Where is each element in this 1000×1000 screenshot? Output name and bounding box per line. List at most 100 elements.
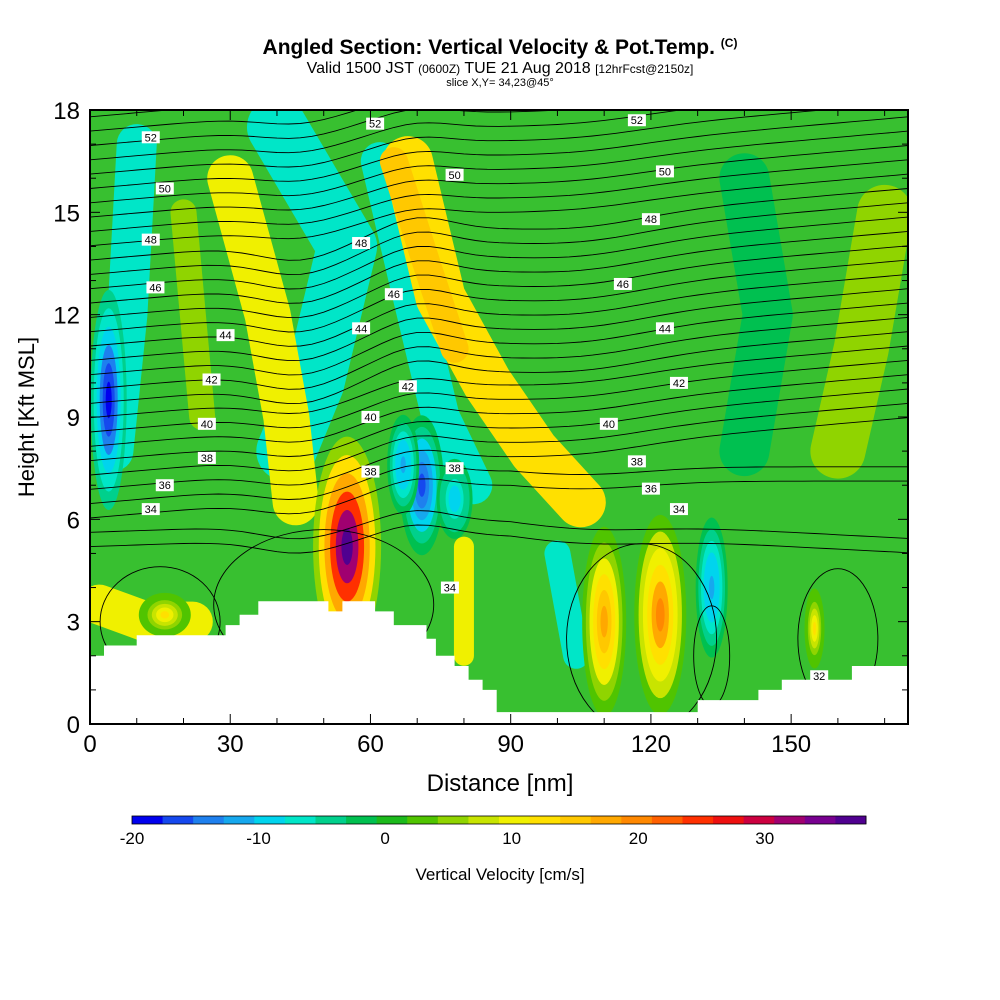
colorbar-swatch: [193, 816, 224, 824]
isentrope-label: 46: [385, 288, 403, 301]
downdraft-core-contour: [401, 456, 406, 473]
isentrope-label: 52: [366, 118, 384, 131]
svg-text:42: 42: [673, 378, 685, 390]
updraft-core-contour: [160, 611, 169, 618]
x-tick-label: 30: [217, 731, 244, 758]
y-tick-label: 15: [53, 200, 80, 227]
colorbar-label: Vertical Velocity [cm/s]: [415, 865, 584, 884]
isentrope-label: 40: [361, 411, 379, 424]
isentrope-label: 40: [600, 418, 618, 431]
svg-text:36: 36: [159, 480, 171, 492]
svg-text:44: 44: [659, 323, 671, 335]
colorbar-swatch: [285, 816, 316, 824]
colorbar-swatch: [377, 816, 408, 824]
svg-text:44: 44: [355, 323, 367, 335]
colorbar-tick-label: 10: [502, 829, 521, 848]
svg-text:46: 46: [149, 282, 161, 294]
updraft-core-contour: [601, 606, 608, 638]
isentrope-label: 40: [198, 418, 216, 431]
isentrope-label: 46: [614, 278, 632, 291]
colorbar-tick-label: -10: [246, 829, 271, 848]
isentrope-label: 34: [670, 503, 688, 516]
colorbar-swatch: [224, 816, 255, 824]
colorbar-swatch: [316, 816, 347, 824]
x-tick-label: 120: [631, 731, 671, 758]
svg-text:34: 34: [145, 504, 157, 516]
svg-text:32: 32: [813, 671, 825, 683]
svg-text:40: 40: [364, 412, 376, 424]
isentrope-label: 42: [670, 377, 688, 390]
isentrope-label: 42: [399, 380, 417, 393]
x-tick-label: 90: [497, 731, 524, 758]
colorbar-swatch: [805, 816, 836, 824]
x-axis-label: Distance [nm]: [427, 770, 574, 797]
svg-text:52: 52: [631, 115, 643, 127]
downdraft-core-contour: [418, 474, 425, 497]
isentrope-label: 48: [642, 213, 660, 226]
y-tick-label: 9: [67, 405, 80, 432]
isentrope-label: 36: [642, 483, 660, 496]
isentrope-label: 52: [628, 114, 646, 127]
isentrope-label: 32: [810, 670, 828, 683]
updraft-core-contour: [656, 598, 665, 631]
colorbar-swatch: [835, 816, 866, 824]
svg-text:38: 38: [201, 453, 213, 465]
svg-text:38: 38: [364, 467, 376, 479]
svg-text:42: 42: [402, 381, 414, 393]
colorbar: -20 -10 0 10 20 30: [120, 816, 867, 848]
colorbar-swatch: [621, 816, 652, 824]
colorbar-swatch: [530, 816, 561, 824]
colorbar-swatch: [744, 816, 775, 824]
colorbar-swatch: [774, 816, 805, 824]
isentrope-label: 50: [156, 182, 174, 195]
svg-text:34: 34: [444, 583, 456, 595]
svg-text:38: 38: [448, 463, 460, 475]
y-axis-label: Height [Kft MSL]: [14, 337, 39, 497]
updraft-core-contour: [341, 528, 352, 565]
svg-text:46: 46: [388, 289, 400, 301]
colorbar-swatch: [132, 816, 163, 824]
svg-text:42: 42: [205, 374, 217, 386]
section-plot: 5252 525050 5048 48484646464444 444242 424040…: [0, 0, 1000, 1000]
y-tick-label: 12: [53, 303, 80, 330]
isentrope-label: 44: [217, 329, 235, 342]
svg-text:50: 50: [159, 183, 171, 195]
colorbar-swatch: [254, 816, 285, 824]
svg-text:40: 40: [201, 419, 213, 431]
colorbar-swatch: [560, 816, 591, 824]
colorbar-tick-label: -20: [120, 829, 145, 848]
downdraft-core-contour: [709, 576, 714, 599]
isentrope-label: 34: [142, 503, 160, 516]
isentrope-label: 38: [628, 455, 646, 468]
isentrope-label: 52: [142, 131, 160, 144]
x-tick-label: 60: [357, 731, 384, 758]
colorbar-tick-label: 20: [629, 829, 648, 848]
isentrope-label: 34: [441, 582, 459, 595]
colorbar-swatch: [438, 816, 469, 824]
colorbar-swatch: [163, 816, 194, 824]
svg-text:40: 40: [603, 419, 615, 431]
y-tick-label: 0: [67, 712, 80, 739]
isentrope-label: 38: [198, 452, 216, 465]
colorbar-swatch: [499, 816, 530, 824]
isentrope-label: 38: [361, 466, 379, 479]
downdraft-core-contour: [452, 492, 458, 505]
updraft-core-contour: [813, 622, 816, 635]
y-tick-label: 6: [67, 507, 80, 534]
colorbar-swatch: [591, 816, 622, 824]
svg-text:52: 52: [369, 119, 381, 131]
svg-text:52: 52: [145, 132, 157, 144]
x-tick-label: 0: [83, 731, 96, 758]
x-tick-label: 150: [771, 731, 811, 758]
svg-text:48: 48: [355, 238, 367, 250]
isentrope-label: 46: [146, 281, 164, 294]
colorbar-swatch: [652, 816, 683, 824]
isentrope-label: 38: [446, 462, 464, 475]
svg-text:48: 48: [145, 235, 157, 247]
colorbar-swatch: [468, 816, 499, 824]
isentrope-label: 50: [446, 169, 464, 182]
svg-text:34: 34: [673, 504, 685, 516]
y-tick-label: 18: [53, 98, 80, 125]
svg-text:38: 38: [631, 456, 643, 468]
colorbar-tick-label: 30: [755, 829, 774, 848]
